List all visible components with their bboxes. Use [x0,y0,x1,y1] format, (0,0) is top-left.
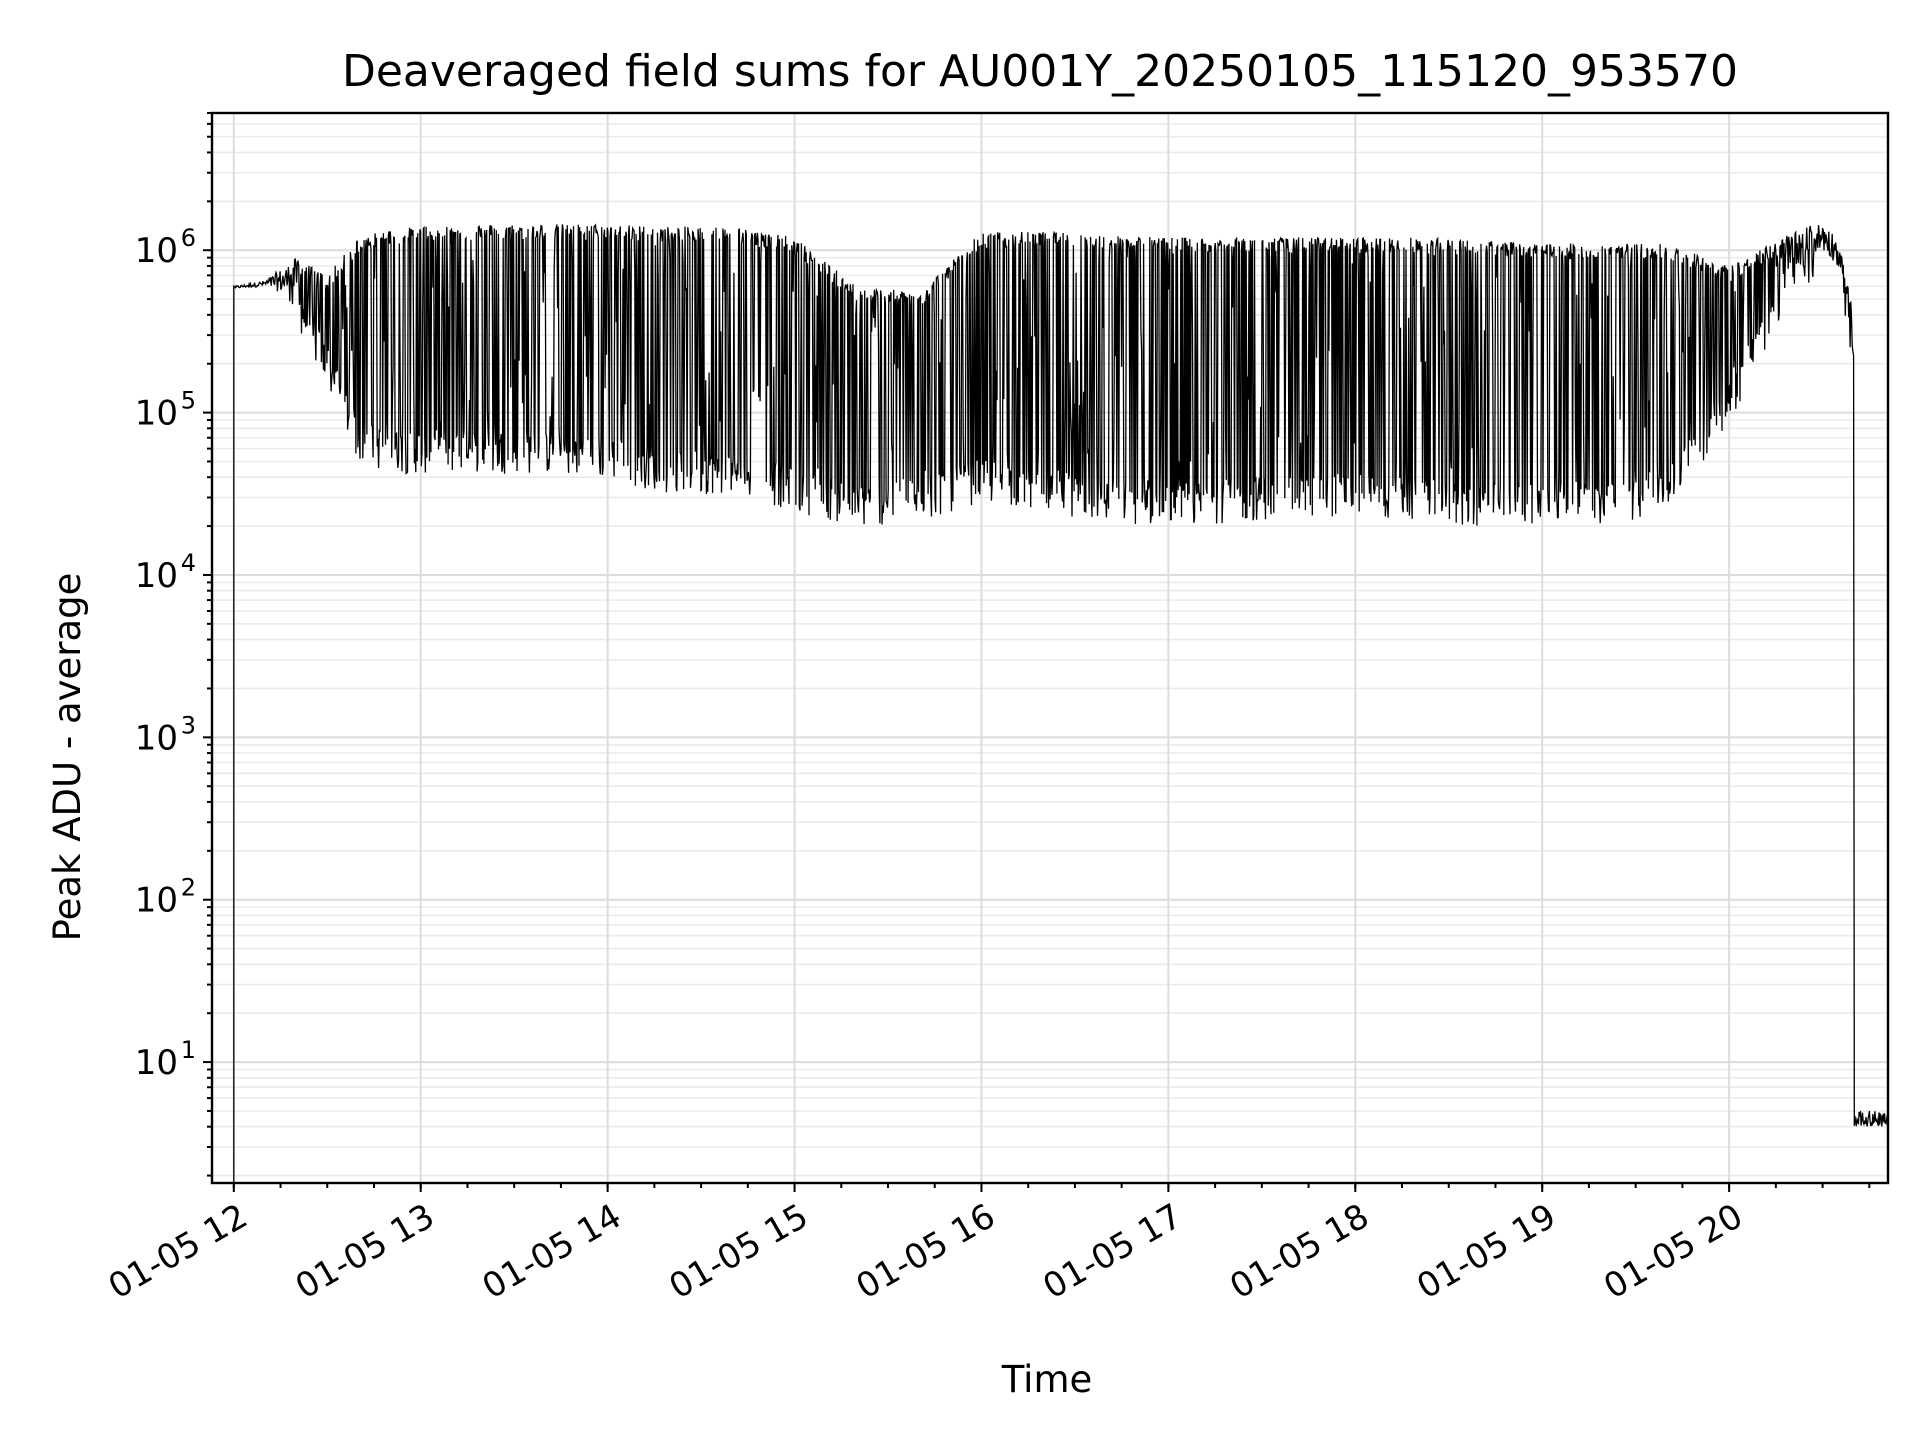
y-tick-base: 10 [135,1043,178,1083]
x-tick-label: 01-05 12 [102,1196,254,1307]
x-tick-label: 01-05 17 [1036,1196,1188,1307]
y-tick-exponent: 1 [181,1036,196,1064]
x-tick-label: 01-05 14 [476,1196,628,1307]
series-line [233,223,1889,1183]
x-tick-label: 01-05 15 [663,1196,815,1307]
y-tick-label: 10 [135,394,178,434]
chart-title: Deaveraged field sums for AU001Y_2025010… [342,46,1738,97]
y-tick-exponent: 6 [181,224,196,252]
y-tick-label: 10 [135,881,178,921]
x-axis: 01-05 12 01-05 13 01-05 14 01-05 15 01-05 16… [102,1183,1871,1307]
plot-area [233,223,1889,1183]
y-tick-base: 10 [135,881,178,921]
x-tick-label: 01-05 13 [289,1196,441,1307]
y-tick-exponent: 5 [181,387,196,415]
y-tick-label: 10 [135,231,178,271]
y-tick-exponent: 2 [181,874,196,902]
y-tick-base: 10 [135,556,178,596]
y-tick-base: 10 [135,394,178,434]
y-tick-label: 10 [135,718,178,758]
y-tick-base: 10 [135,718,178,758]
y-tick-exponent: 4 [181,549,196,577]
x-tick-label: 01-05 20 [1597,1196,1749,1307]
y-tick-exponent: 3 [181,711,196,739]
y-axis-label: Peak ADU - average [46,573,89,942]
plot-frame [210,111,1890,1185]
y-tick-base: 10 [135,231,178,271]
y-tick-label: 10 [135,1043,178,1083]
x-tick-label: 01-05 16 [850,1196,1002,1307]
x-tick-label: 01-05 19 [1410,1196,1562,1307]
y-tick-label: 10 [135,556,178,596]
x-tick-label: 01-05 18 [1223,1196,1375,1307]
x-axis-label: Time [1001,1358,1093,1401]
